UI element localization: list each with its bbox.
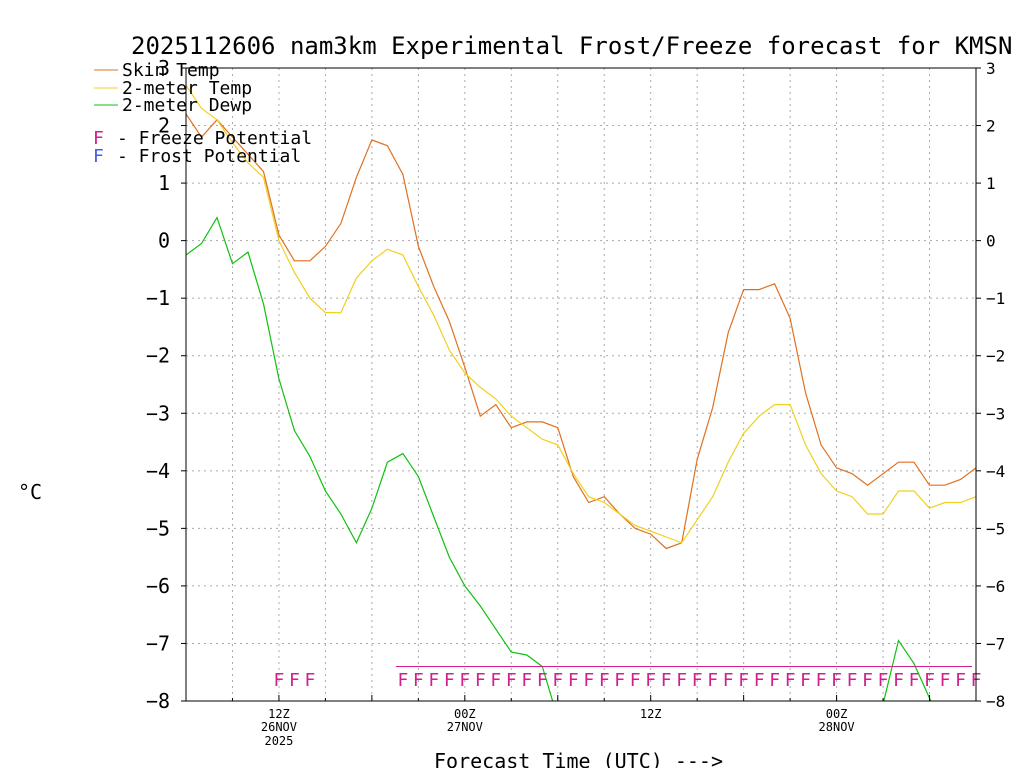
x-tick-label: 00Z bbox=[826, 707, 848, 721]
x-tick-sublabel: 2025 bbox=[264, 734, 293, 748]
freeze-marker: F bbox=[955, 670, 966, 691]
freeze-marker: F bbox=[552, 670, 563, 691]
x-tick-sublabel: 27NOV bbox=[447, 720, 483, 734]
freeze-marker: F bbox=[707, 670, 718, 691]
series-line-2-meter-temp bbox=[186, 84, 976, 544]
freeze-marker: F bbox=[490, 670, 501, 691]
y-tick-label-right: 1 bbox=[986, 174, 996, 193]
freeze-marker: F bbox=[738, 670, 749, 691]
freeze-marker: F bbox=[754, 670, 765, 691]
freeze-marker: F bbox=[599, 670, 610, 691]
y-tick-label-right: −3 bbox=[986, 404, 1005, 423]
freeze-marker: F bbox=[816, 670, 827, 691]
x-tick-sublabel: 26NOV bbox=[261, 720, 297, 734]
freeze-marker: F bbox=[413, 670, 424, 691]
plot-frame bbox=[185, 67, 977, 702]
y-tick-label-right: −2 bbox=[986, 347, 1005, 366]
freeze-marker: F bbox=[862, 670, 873, 691]
freeze-marker: F bbox=[289, 670, 300, 691]
series-lines bbox=[186, 84, 976, 701]
y-tick-label-right: 0 bbox=[986, 232, 996, 251]
y-tick-label-left: 0 bbox=[158, 229, 170, 253]
freeze-marker: F bbox=[521, 670, 532, 691]
freeze-marker: F bbox=[924, 670, 935, 691]
series-line-skin-temp bbox=[186, 113, 976, 550]
y-tick-label-right: −4 bbox=[986, 462, 1005, 481]
y-tick-label-left: 3 bbox=[158, 56, 170, 80]
legend-2m-temp-label: 2-meter Temp bbox=[122, 78, 252, 99]
x-tick-sublabel: 28NOV bbox=[819, 720, 855, 734]
freeze-marker: F bbox=[274, 670, 285, 691]
freeze-marker: F bbox=[397, 670, 408, 691]
chart-title: 2025112606 nam3km Experimental Frost/Fre… bbox=[131, 32, 1012, 60]
y-tick-label-right: 2 bbox=[986, 117, 996, 136]
y-tick-label-right: −1 bbox=[986, 289, 1005, 308]
x-axis-label: Forecast Time (UTC) ---> bbox=[434, 749, 723, 768]
x-tick-label: 12Z bbox=[268, 707, 290, 721]
freeze-marker: F bbox=[614, 670, 625, 691]
freeze-marker: F bbox=[645, 670, 656, 691]
freeze-marker: F bbox=[676, 670, 687, 691]
freeze-marker: F bbox=[459, 670, 470, 691]
freeze-marker: F bbox=[769, 670, 780, 691]
freeze-marker: F bbox=[723, 670, 734, 691]
y-tick-label-left: −3 bbox=[146, 401, 170, 425]
y-axis-label: °C bbox=[18, 480, 42, 504]
y-tick-label-left: −6 bbox=[146, 574, 170, 598]
legend: Skin Temp 2-meter Temp 2-meter Dewp F - … bbox=[93, 60, 312, 167]
freeze-marker: F bbox=[537, 670, 548, 691]
freeze-marker: F bbox=[583, 670, 594, 691]
y-tick-label-left: −5 bbox=[146, 516, 170, 540]
freeze-marker: F bbox=[893, 670, 904, 691]
freeze-legend-label: - Freeze Potential bbox=[117, 128, 312, 149]
y-tick-label-right: −5 bbox=[986, 519, 1005, 538]
y-tick-label-right: −8 bbox=[986, 692, 1005, 711]
freeze-marker: F bbox=[909, 670, 920, 691]
freeze-marker: F bbox=[568, 670, 579, 691]
grid-lines bbox=[186, 68, 976, 701]
freeze-marker: F bbox=[506, 670, 517, 691]
freeze-marker: F bbox=[878, 670, 889, 691]
freeze-marker: F bbox=[428, 670, 439, 691]
y-tick-label-left: 1 bbox=[158, 171, 170, 195]
y-tick-label-left: −4 bbox=[146, 459, 170, 483]
freeze-marker: F bbox=[785, 670, 796, 691]
legend-skin-temp-label: Skin Temp bbox=[122, 60, 220, 81]
freeze-marker: F bbox=[304, 670, 315, 691]
y-tick-label-right: −7 bbox=[986, 634, 1005, 653]
y-tick-label-right: 3 bbox=[986, 59, 996, 78]
axis-ticks: −8 −8 −7 −7 −6 −6 −5 −5 −4 −4 −3 −3 −2 −2 −1 −1 0 0 1 1 2 2 3 3… bbox=[146, 56, 1005, 748]
x-tick-label: 00Z bbox=[454, 707, 476, 721]
y-tick-label-left: −7 bbox=[146, 631, 170, 655]
y-tick-label-left: 2 bbox=[158, 114, 170, 138]
legend-2m-dewp-label: 2-meter Dewp bbox=[122, 95, 252, 116]
freeze-marker: F bbox=[800, 670, 811, 691]
freeze-legend-letter: F bbox=[93, 128, 104, 149]
freeze-marker: F bbox=[831, 670, 842, 691]
frost-legend-label: - Frost Potential bbox=[117, 146, 301, 167]
freeze-marker: F bbox=[475, 670, 486, 691]
freeze-marker: F bbox=[692, 670, 703, 691]
freeze-marker: F bbox=[661, 670, 672, 691]
y-tick-label-left: −2 bbox=[146, 344, 170, 368]
freeze-marker: F bbox=[444, 670, 455, 691]
y-tick-label-right: −6 bbox=[986, 577, 1005, 596]
y-tick-label-left: −1 bbox=[146, 286, 170, 310]
freeze-marker: F bbox=[630, 670, 641, 691]
series-line-2-meter-dewp bbox=[186, 216, 932, 701]
freeze-marker: F bbox=[847, 670, 858, 691]
y-tick-label-left: −8 bbox=[146, 689, 170, 713]
freeze-marker: F bbox=[940, 670, 951, 691]
frost-legend-letter: F bbox=[93, 146, 104, 167]
x-tick-label: 12Z bbox=[640, 707, 662, 721]
